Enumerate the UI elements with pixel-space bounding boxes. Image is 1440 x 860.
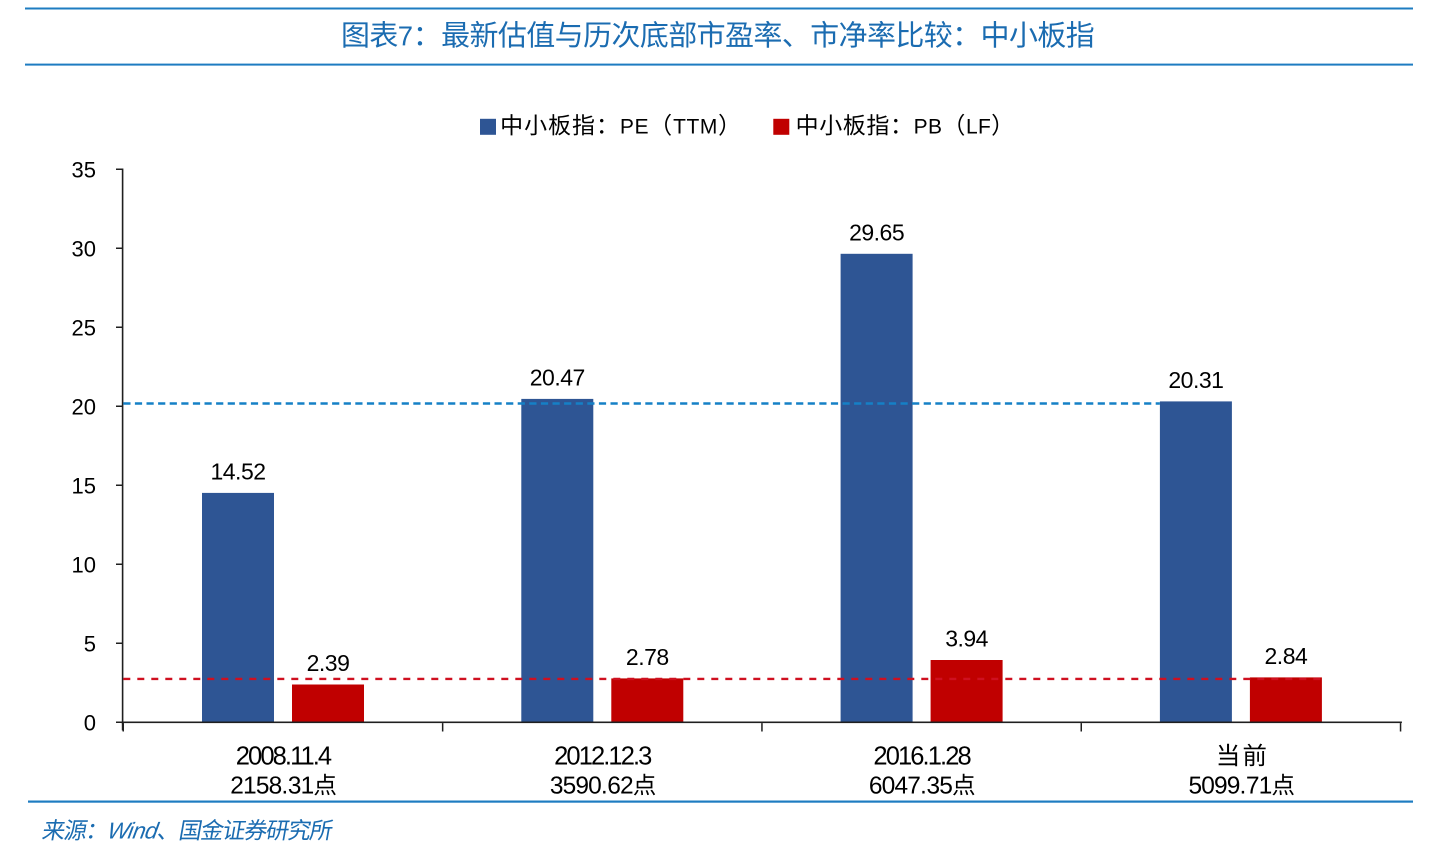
svg-text:25: 25 [72,315,96,340]
svg-text:0: 0 [84,710,96,735]
svg-text:29.65: 29.65 [849,219,904,245]
svg-text:35: 35 [72,157,96,182]
svg-text:2.84: 2.84 [1265,643,1308,669]
svg-text:2.39: 2.39 [307,650,350,676]
svg-text:2.78: 2.78 [626,644,669,670]
svg-text:5: 5 [84,631,96,656]
svg-text:10: 10 [72,552,96,577]
svg-text:2012.12.3: 2012.12.3 [554,743,652,771]
svg-text:20.47: 20.47 [530,364,585,390]
svg-text:3.94: 3.94 [945,626,988,652]
svg-text:20: 20 [72,394,96,419]
svg-text:2016.1.28: 2016.1.28 [873,743,971,771]
svg-text:30: 30 [72,236,96,261]
svg-text:20.31: 20.31 [1168,367,1223,393]
svg-text:15: 15 [72,473,96,498]
svg-text:2008.11.4: 2008.11.4 [236,743,332,771]
svg-text:14.52: 14.52 [210,458,265,484]
